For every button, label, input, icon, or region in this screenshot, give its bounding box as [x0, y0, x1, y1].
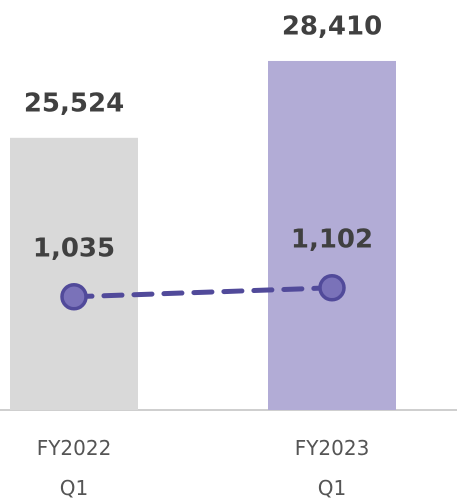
bar [268, 60, 396, 411]
line-value-label: 1,035 [33, 233, 115, 263]
bar-value-label: 25,524 [24, 88, 124, 118]
line [71, 285, 335, 300]
x-tick-label: FY2022 Q1 [36, 436, 112, 499]
line-marker [318, 274, 346, 302]
bar-value-label: 28,410 [282, 11, 382, 41]
line-value-label: 1,102 [291, 224, 373, 254]
line-marker [60, 283, 88, 311]
x-tick-label: FY2023 Q1 [294, 436, 370, 499]
bar [10, 137, 138, 410]
